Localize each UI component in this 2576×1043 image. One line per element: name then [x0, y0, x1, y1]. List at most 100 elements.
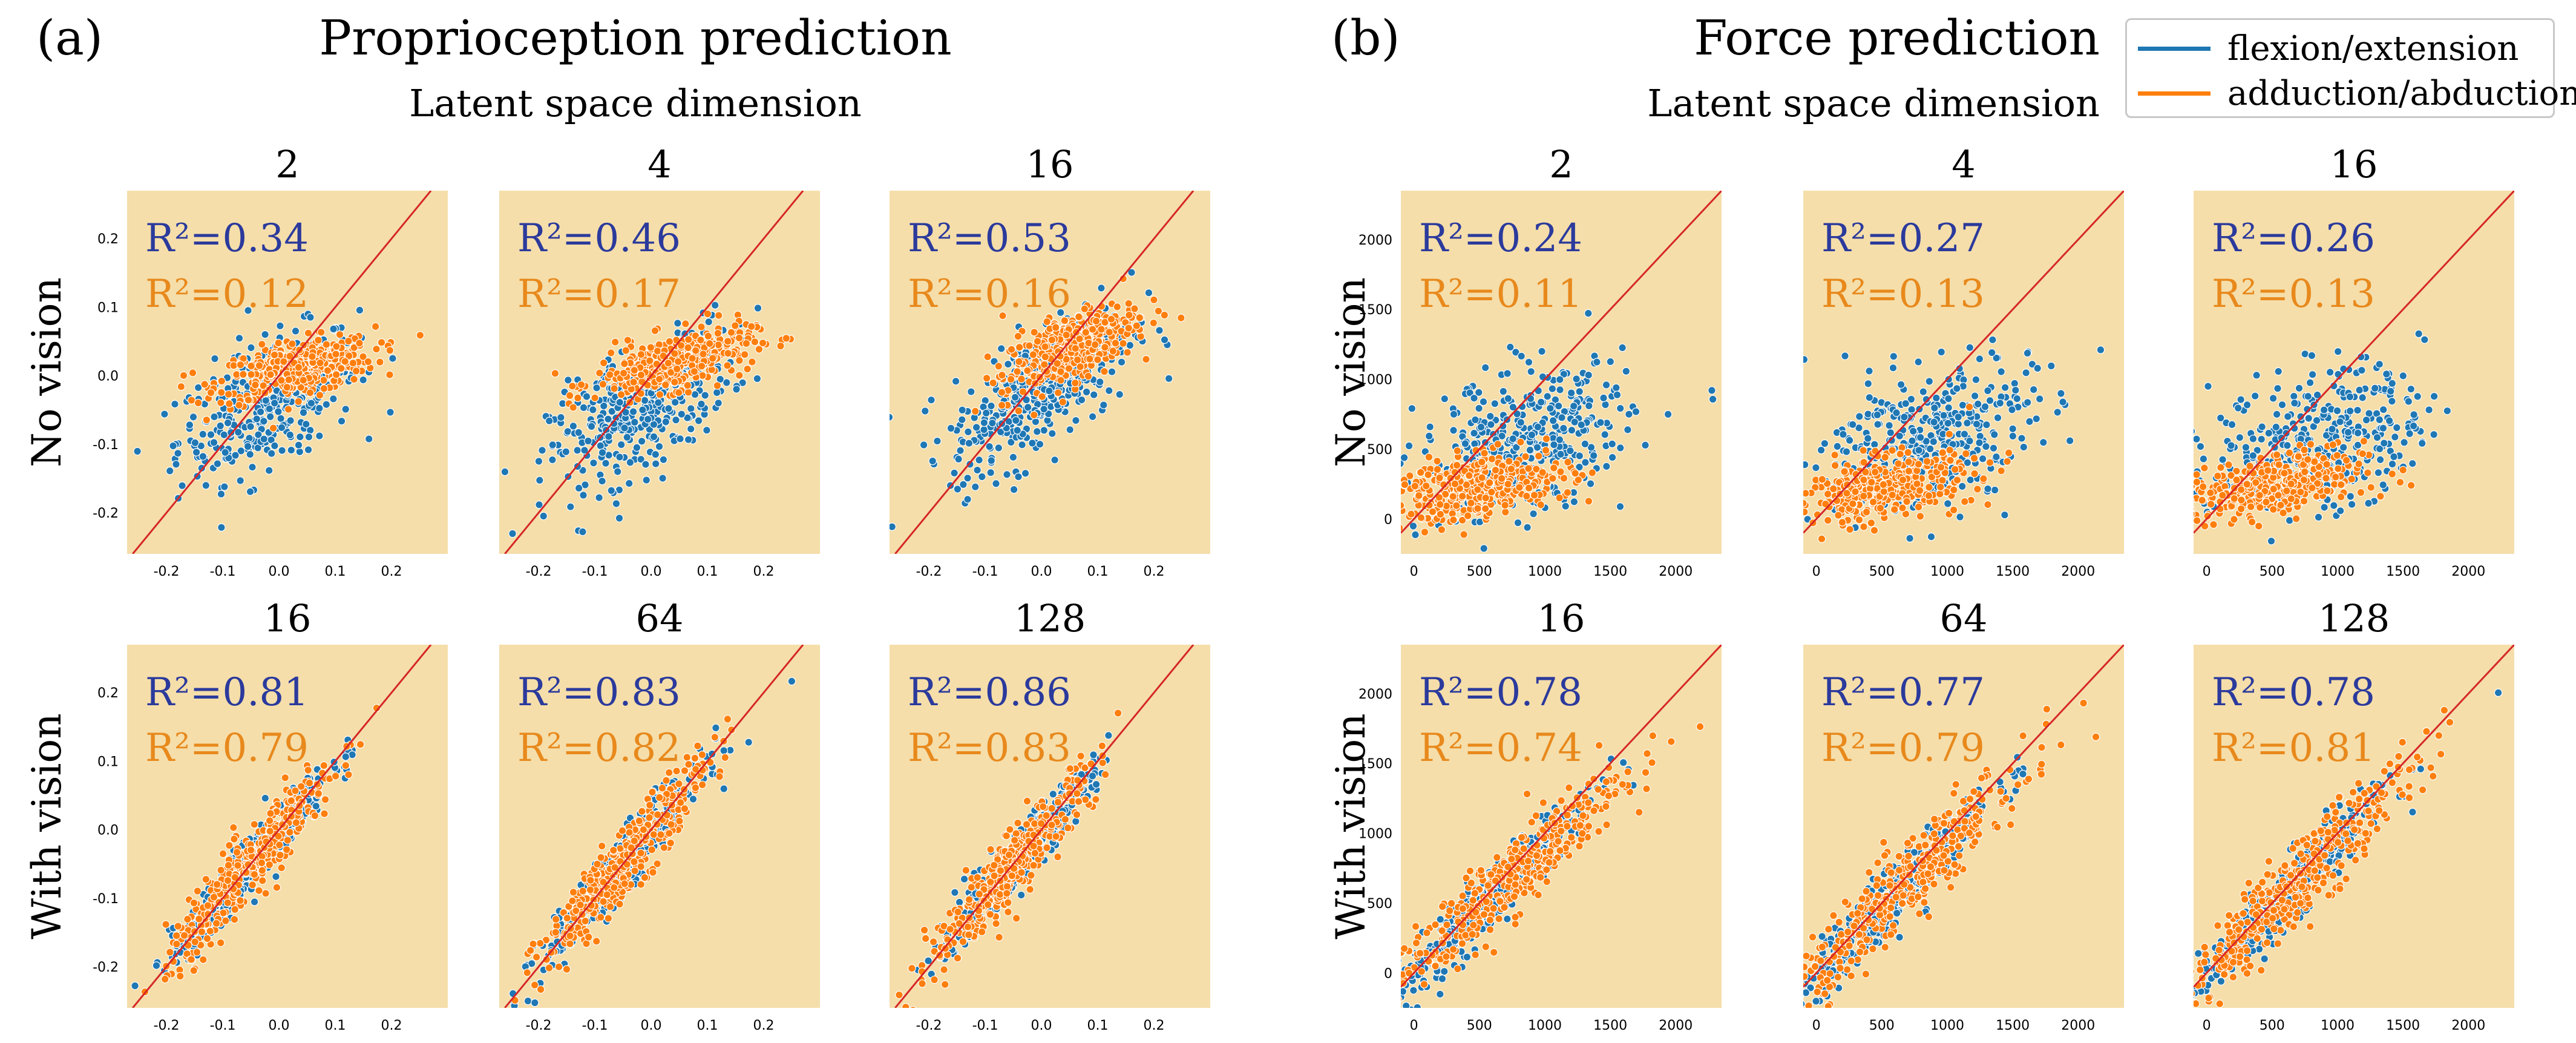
point-adduction: [297, 782, 306, 791]
point-flexion: [637, 455, 645, 464]
point-adduction: [566, 932, 574, 940]
point-flexion: [1599, 393, 1608, 403]
point-flexion: [654, 398, 663, 407]
point-adduction: [250, 870, 259, 879]
point-flexion: [1077, 395, 1086, 404]
point-adduction: [586, 886, 595, 894]
x-tick-label: 0.1: [697, 564, 718, 579]
point-flexion: [1164, 374, 1173, 383]
point-flexion: [1105, 386, 1113, 395]
r2-adduction: R²=0.17: [517, 272, 681, 317]
scatter-points: [895, 709, 1122, 1008]
point-adduction: [248, 881, 257, 889]
point-flexion: [1007, 438, 1015, 447]
point-adduction: [216, 938, 225, 947]
point-flexion: [604, 432, 613, 441]
point-flexion: [1449, 410, 1458, 419]
point-flexion: [1092, 780, 1101, 789]
point-flexion: [523, 996, 533, 1005]
point-adduction: [247, 370, 255, 379]
point-flexion: [1424, 432, 1434, 441]
point-adduction: [203, 901, 212, 910]
point-adduction: [973, 873, 982, 882]
point-flexion: [615, 398, 624, 407]
point-flexion: [629, 407, 638, 416]
point-flexion: [206, 430, 215, 439]
point-flexion: [299, 408, 308, 417]
point-adduction: [344, 337, 353, 346]
point-adduction: [649, 868, 657, 877]
point-flexion: [649, 432, 658, 441]
point-flexion: [951, 888, 959, 897]
point-flexion: [659, 455, 668, 464]
point-adduction: [277, 376, 286, 385]
x-tick-label: 0.2: [753, 564, 775, 579]
panel-a-label: (a): [36, 10, 103, 66]
point-flexion: [1088, 412, 1097, 421]
point-adduction: [349, 358, 358, 367]
y-tick-label: 2000: [1358, 233, 1392, 248]
point-adduction: [217, 388, 226, 397]
point-adduction: [724, 349, 732, 358]
point-flexion: [209, 438, 218, 447]
point-flexion: [1028, 439, 1037, 447]
point-flexion: [1616, 444, 1625, 452]
point-flexion: [341, 752, 350, 761]
point-adduction: [1029, 861, 1038, 870]
x-tick-label: -0.2: [526, 1018, 552, 1033]
point-flexion: [592, 383, 601, 392]
point-adduction: [586, 876, 595, 884]
point-adduction: [188, 369, 197, 377]
point-adduction: [776, 341, 785, 350]
point-flexion: [388, 354, 397, 363]
point-adduction: [294, 397, 303, 406]
point-adduction: [1047, 804, 1056, 813]
point-flexion: [337, 416, 346, 426]
point-adduction: [653, 811, 662, 819]
point-adduction: [620, 880, 629, 888]
point-adduction: [1047, 821, 1056, 829]
point-adduction: [266, 370, 275, 379]
point-adduction: [1041, 342, 1049, 351]
point-flexion: [210, 412, 218, 421]
point-flexion: [221, 448, 229, 457]
point-adduction: [1013, 367, 1021, 376]
point-flexion: [1490, 399, 1499, 408]
point-adduction: [1015, 343, 1024, 352]
point-adduction: [1022, 820, 1031, 829]
point-adduction: [321, 795, 330, 804]
scatter-points: [131, 703, 381, 996]
point-flexion: [712, 723, 720, 732]
point-flexion: [1127, 268, 1136, 277]
identity-line: [132, 645, 432, 1008]
point-flexion: [617, 440, 626, 449]
point-adduction: [569, 403, 577, 412]
point-flexion: [1512, 443, 1521, 452]
latent-dim-label: 64: [636, 596, 684, 640]
point-flexion: [322, 400, 331, 409]
point-adduction: [336, 364, 346, 373]
point-flexion: [658, 474, 667, 482]
point-flexion: [1408, 404, 1417, 413]
point-adduction: [275, 841, 284, 849]
point-adduction: [193, 887, 202, 895]
point-flexion: [198, 452, 208, 461]
point-flexion: [1404, 441, 1414, 450]
point-flexion: [579, 403, 588, 412]
point-adduction: [637, 880, 645, 889]
point-flexion: [1523, 523, 1532, 532]
point-adduction: [655, 793, 664, 802]
point-flexion: [950, 469, 959, 478]
point-adduction: [1002, 832, 1011, 840]
latent-dim-label: 16: [1026, 142, 1074, 186]
point-adduction: [569, 888, 578, 897]
point-flexion: [697, 400, 706, 409]
point-flexion: [1449, 426, 1458, 435]
point-flexion: [277, 414, 285, 423]
point-adduction: [995, 933, 1003, 942]
point-flexion: [315, 404, 324, 413]
point-adduction: [1014, 332, 1023, 341]
